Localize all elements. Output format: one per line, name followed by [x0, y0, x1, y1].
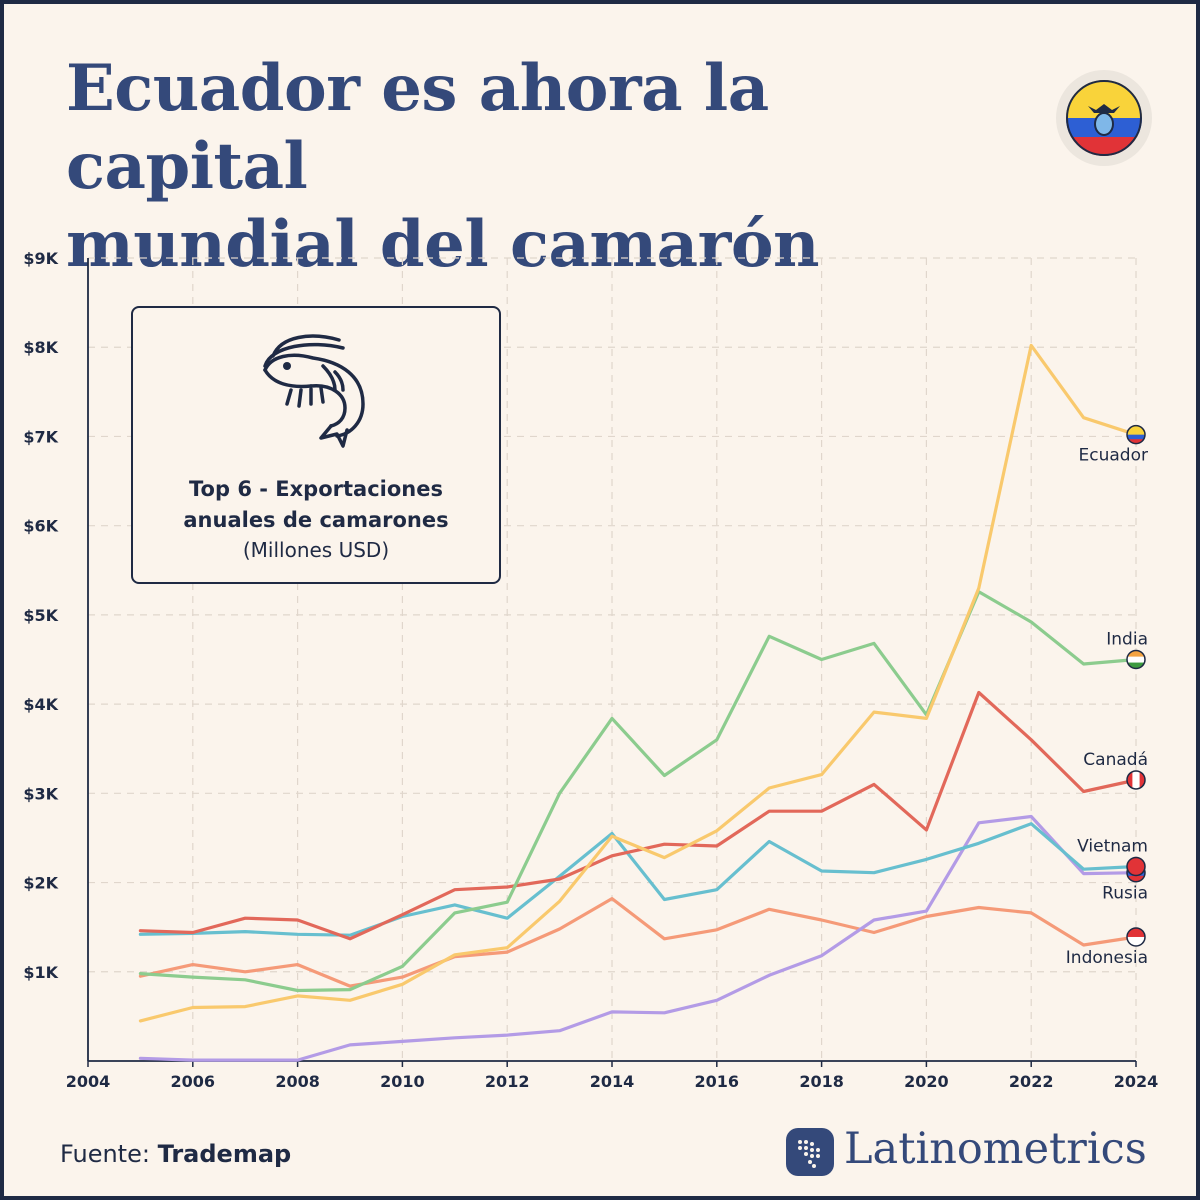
legend-subtitle: (Millones USD)	[242, 538, 390, 562]
y-tick-label: $2K	[23, 874, 58, 893]
shrimp-icon	[263, 334, 365, 448]
x-tick-label: 2010	[380, 1072, 425, 1091]
flag-marker-indonesia	[1126, 927, 1146, 947]
x-tick-label: 2008	[275, 1072, 320, 1091]
series-line-canadá	[138, 690, 1138, 941]
series-label: Ecuador	[1079, 446, 1148, 466]
legend-title: Top 6 - Exportaciones anuales de camaron…	[133, 474, 499, 536]
series-label: Rusia	[1102, 884, 1148, 904]
flag-band	[1127, 875, 1145, 882]
flag-band	[1127, 425, 1145, 436]
flag-marker-ecuador	[1126, 424, 1146, 445]
series-label: Vietnam	[1077, 836, 1148, 856]
source-name: Trademap	[157, 1140, 292, 1168]
flag-band	[1127, 770, 1133, 789]
source-label: Fuente:	[60, 1140, 150, 1168]
y-tick-label: $5K	[23, 606, 58, 625]
title-line-1: Ecuador es ahora la capital	[66, 51, 769, 204]
flag-marker-india	[1126, 649, 1146, 670]
flag-marker-vietnam	[1126, 856, 1146, 877]
flag-marker-canadá	[1126, 770, 1146, 790]
y-tick-label: $1K	[23, 963, 58, 982]
y-tick-label: $4K	[23, 695, 58, 714]
source-credit: Fuente: Trademap	[60, 1140, 291, 1168]
y-tick-label: $8K	[23, 338, 58, 357]
x-tick-label: 2022	[1009, 1072, 1054, 1091]
y-tick-label: $9K	[23, 249, 58, 268]
flag-band	[1127, 857, 1145, 876]
legend-title-line-1: Top 6 - Exportaciones	[189, 477, 443, 501]
y-tick-label: $3K	[23, 784, 58, 803]
flag-band	[1127, 936, 1145, 946]
page-title: Ecuador es ahora la capital mundial del …	[66, 50, 1026, 284]
flag-band	[1127, 439, 1145, 444]
x-tick-label: 2016	[695, 1072, 740, 1091]
legend-title-line-2: anuales de camarones	[183, 508, 449, 532]
latinometrics-logo-icon	[786, 1128, 834, 1176]
ecuador-flag-icon	[1056, 70, 1152, 166]
x-tick-label: 2004	[66, 1072, 111, 1091]
series-label: India	[1106, 630, 1148, 650]
chart-legend-box: Top 6 - Exportaciones anuales de camaron…	[131, 306, 501, 584]
y-tick-label: $7K	[23, 427, 58, 446]
x-tick-label: 2006	[171, 1072, 216, 1091]
x-tick-label: 2012	[485, 1072, 530, 1091]
series-line-indonesia	[138, 896, 1138, 988]
flag-band	[1127, 656, 1145, 664]
series-line-india	[138, 590, 1138, 993]
x-tick-label: 2020	[904, 1072, 949, 1091]
series-line-vietnam	[138, 822, 1138, 937]
series-label: Canadá	[1083, 750, 1148, 770]
x-tick-label: 2024	[1114, 1072, 1159, 1091]
flag-band	[1132, 770, 1141, 789]
title-line-2: mundial del camarón	[66, 207, 820, 282]
x-tick-label: 2014	[590, 1072, 635, 1091]
flag-band	[1127, 927, 1145, 938]
series-line-ecuador	[138, 343, 1138, 1023]
series-line-rusia	[138, 814, 1138, 1062]
x-tick-label: 2018	[799, 1072, 844, 1091]
flag-band	[1127, 662, 1145, 669]
series-label: Indonesia	[1066, 948, 1148, 968]
flag-band	[1127, 650, 1145, 658]
infographic-page: Ecuador es ahora la capital mundial del …	[4, 4, 1196, 1196]
y-tick-label: $6K	[23, 517, 58, 536]
flag-band	[1127, 434, 1145, 440]
brand-name: Latinometrics	[844, 1124, 1147, 1174]
flag-band	[1139, 770, 1145, 789]
